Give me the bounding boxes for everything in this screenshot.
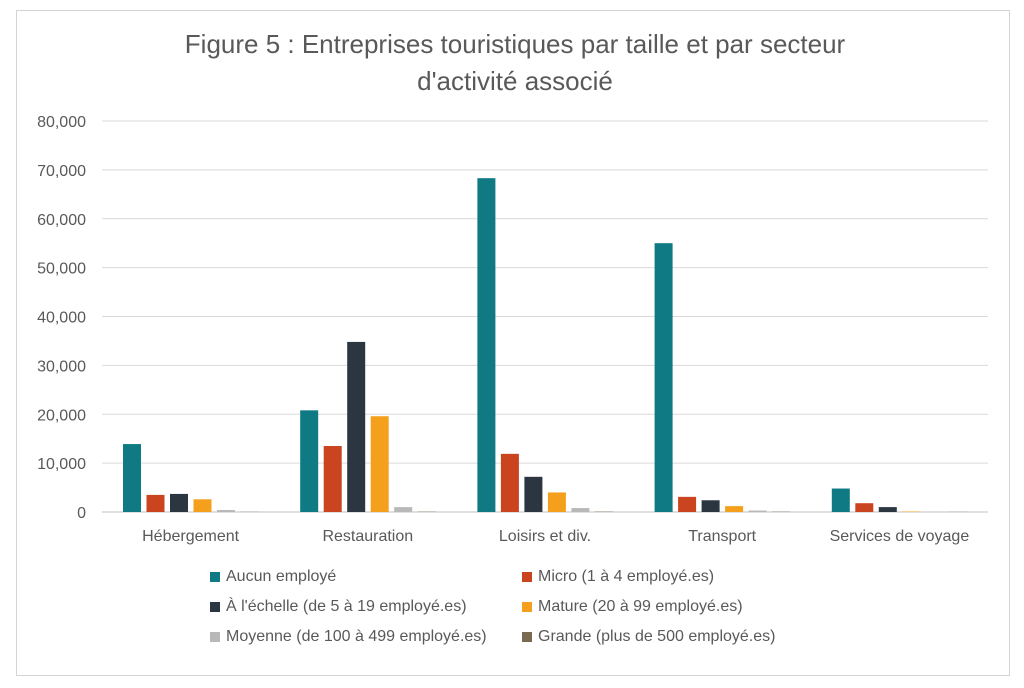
legend-swatch: [522, 632, 532, 642]
bar-2-4: [678, 496, 697, 512]
legend-item: Moyenne (de 100 à 499 employé.es): [210, 626, 522, 648]
y-tick-label: 10,000: [37, 456, 86, 473]
legend-item: Aucun employé: [210, 566, 522, 588]
legend-item: À l'échelle (de 5 à 19 employé.es): [210, 596, 522, 618]
bar-3-4: [701, 500, 720, 512]
bar-5-1: [217, 510, 235, 512]
legend-swatch: [522, 602, 532, 612]
legend-label: Aucun employé: [226, 568, 337, 585]
legend-item: Mature (20 à 99 employé.es): [522, 596, 842, 618]
chart-title: Figure 5 : Entreprises touristiques par …: [100, 26, 930, 100]
bar-3-3: [524, 476, 543, 512]
y-tick-label: 20,000: [37, 407, 86, 424]
legend-item: Micro (1 à 4 employé.es): [522, 566, 842, 588]
bar-2-1: [146, 494, 165, 512]
bar-3-2: [347, 341, 366, 512]
legend-swatch: [210, 632, 220, 642]
legend-swatch: [522, 572, 532, 582]
x-category-label: Restauration: [322, 528, 413, 545]
bar-5-2: [394, 507, 413, 512]
legend-label: Grande (plus de 500 employé.es): [538, 628, 776, 645]
legend-label: Moyenne (de 100 à 499 employé.es): [226, 628, 487, 645]
x-axis-category-labels: Hébergement Restauration Loisirs et div. Tr…: [142, 528, 969, 545]
bar-1-3: [477, 178, 496, 512]
y-tick-label: 80,000: [37, 114, 86, 131]
bar-1-5: [831, 488, 850, 512]
legend-swatch: [210, 572, 220, 582]
bar-2-5: [855, 503, 874, 512]
y-tick-label: 40,000: [37, 310, 86, 327]
x-category-label: Services de voyage: [830, 528, 970, 545]
bar-2-3: [500, 453, 519, 512]
y-tick-label: 30,000: [37, 358, 86, 375]
bar-4-4: [725, 506, 744, 512]
bar-2-2: [323, 446, 342, 512]
bar-4-2: [370, 416, 389, 512]
bar-1-4: [654, 243, 673, 512]
gridlines: [102, 120, 988, 513]
legend-label: À l'échelle (de 5 à 19 employé.es): [226, 598, 467, 615]
x-category-label: Transport: [688, 528, 756, 545]
y-tick-label: 0: [77, 505, 86, 522]
chart-title-line-2: d'activité associé: [417, 66, 613, 96]
x-category-label: Hébergement: [142, 528, 240, 545]
chart-legend: Aucun employé Micro (1 à 4 employé.es) À l…: [210, 566, 850, 648]
y-tick-label: 70,000: [37, 163, 86, 180]
bars: [123, 178, 968, 512]
bar-4-1: [193, 499, 212, 512]
x-category-label: Loisirs et div.: [499, 528, 591, 545]
bar-3-5: [878, 507, 897, 512]
legend-item: Grande (plus de 500 employé.es): [522, 626, 842, 648]
bar-5-3: [571, 508, 590, 512]
y-tick-label: 50,000: [37, 261, 86, 278]
y-tick-label: 60,000: [37, 212, 86, 229]
legend-label: Mature (20 à 99 employé.es): [538, 598, 743, 615]
bar-1-1: [123, 444, 141, 512]
legend-label: Micro (1 à 4 employé.es): [538, 568, 715, 585]
bar-1-2: [300, 410, 319, 512]
bar-5-4: [748, 510, 767, 512]
bar-4-3: [547, 492, 566, 512]
y-axis-tick-labels: 0 10,000 20,000 30,000 40,000 50,000 60,000 70,…: [37, 114, 86, 522]
legend-swatch: [210, 602, 220, 612]
chart-title-line-1: Figure 5 : Entreprises touristiques par …: [184, 29, 846, 59]
bar-3-1: [170, 493, 188, 512]
